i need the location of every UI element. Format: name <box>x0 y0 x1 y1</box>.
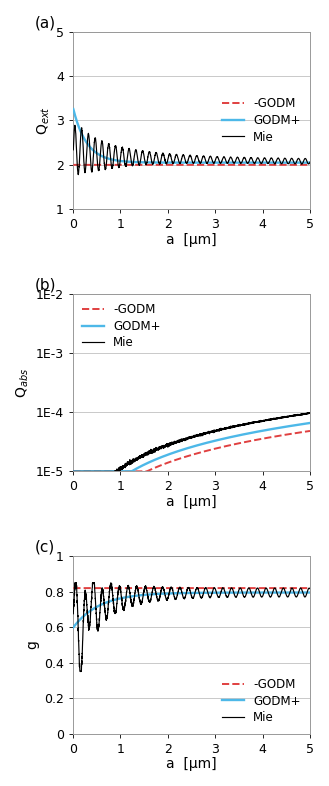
Y-axis label: Q$_{ext}$: Q$_{ext}$ <box>35 106 52 135</box>
-GODM <box>303 583 307 593</box>
Mie <box>307 408 311 417</box>
GODM+ <box>172 158 176 167</box>
Mie <box>76 170 80 179</box>
GODM+ <box>303 588 307 597</box>
X-axis label: a  [μm]: a [μm] <box>166 495 217 509</box>
GODM+ <box>308 588 312 597</box>
Mie <box>78 667 82 676</box>
Line: -GODM: -GODM <box>73 431 310 472</box>
-GODM <box>98 583 102 593</box>
Mie <box>172 593 176 602</box>
GODM+ <box>162 589 166 598</box>
-GODM <box>278 160 282 170</box>
GODM+ <box>278 158 282 167</box>
GODM+ <box>98 601 102 610</box>
Mie <box>98 600 102 609</box>
Mie <box>73 578 77 587</box>
-GODM <box>303 427 307 436</box>
Line: Mie: Mie <box>73 582 310 671</box>
-GODM <box>308 160 312 170</box>
-GODM <box>278 431 282 440</box>
GODM+ <box>303 419 307 428</box>
X-axis label: a  [μm]: a [μm] <box>166 757 217 771</box>
Mie <box>278 156 282 166</box>
Legend: -GODM, GODM+, Mie: -GODM, GODM+, Mie <box>219 674 304 728</box>
Mie <box>278 413 282 423</box>
-GODM <box>278 583 282 593</box>
GODM+ <box>162 451 166 461</box>
Text: (c): (c) <box>35 539 55 554</box>
GODM+ <box>162 158 166 167</box>
Mie <box>308 409 312 418</box>
Mie <box>71 467 75 476</box>
-GODM <box>98 160 102 170</box>
Mie <box>162 442 166 451</box>
GODM+ <box>98 151 102 160</box>
Mie <box>73 120 77 130</box>
GODM+ <box>308 158 312 167</box>
-GODM <box>303 160 307 170</box>
GODM+ <box>71 623 75 632</box>
-GODM <box>71 583 75 593</box>
Text: (a): (a) <box>35 15 56 30</box>
Mie <box>113 467 116 476</box>
-GODM <box>162 583 166 593</box>
Y-axis label: Q$_{abs}$: Q$_{abs}$ <box>15 368 31 398</box>
Mie <box>71 609 75 619</box>
Y-axis label: g: g <box>26 641 40 649</box>
-GODM <box>308 583 312 593</box>
-GODM <box>162 160 166 170</box>
GODM+ <box>278 423 282 432</box>
Mie <box>162 587 166 597</box>
Line: GODM+: GODM+ <box>73 109 310 163</box>
-GODM <box>71 467 75 476</box>
Line: GODM+: GODM+ <box>73 593 310 627</box>
-GODM <box>308 426 312 435</box>
Mie <box>172 436 176 446</box>
GODM+ <box>113 156 116 165</box>
Mie <box>303 410 307 419</box>
-GODM <box>172 583 176 593</box>
Mie <box>162 152 166 161</box>
GODM+ <box>278 588 282 597</box>
Mie <box>304 154 308 163</box>
X-axis label: a  [μm]: a [μm] <box>166 233 217 247</box>
-GODM <box>71 160 75 170</box>
Legend: -GODM, GODM+, Mie: -GODM, GODM+, Mie <box>219 94 304 147</box>
Mie <box>308 157 312 167</box>
Line: GODM+: GODM+ <box>73 423 310 472</box>
GODM+ <box>308 418 312 428</box>
Line: Mie: Mie <box>73 125 310 174</box>
Mie <box>71 145 75 155</box>
GODM+ <box>172 589 176 598</box>
Mie <box>172 156 176 165</box>
GODM+ <box>303 158 307 167</box>
-GODM <box>113 583 116 593</box>
GODM+ <box>172 448 176 457</box>
GODM+ <box>113 595 116 604</box>
GODM+ <box>71 467 75 476</box>
-GODM <box>162 459 166 468</box>
Mie <box>304 592 308 601</box>
Legend: -GODM, GODM+, Mie: -GODM, GODM+, Mie <box>79 300 164 353</box>
Mie <box>278 591 282 601</box>
-GODM <box>113 467 116 476</box>
Mie <box>113 607 116 616</box>
GODM+ <box>98 467 102 476</box>
Text: (b): (b) <box>35 277 56 292</box>
Line: Mie: Mie <box>73 413 310 472</box>
-GODM <box>172 160 176 170</box>
Mie <box>308 584 312 593</box>
GODM+ <box>113 467 116 476</box>
Mie <box>98 149 102 158</box>
Mie <box>113 145 116 155</box>
GODM+ <box>71 105 75 114</box>
-GODM <box>98 467 102 476</box>
Mie <box>98 467 102 476</box>
-GODM <box>113 160 116 170</box>
-GODM <box>172 456 176 465</box>
